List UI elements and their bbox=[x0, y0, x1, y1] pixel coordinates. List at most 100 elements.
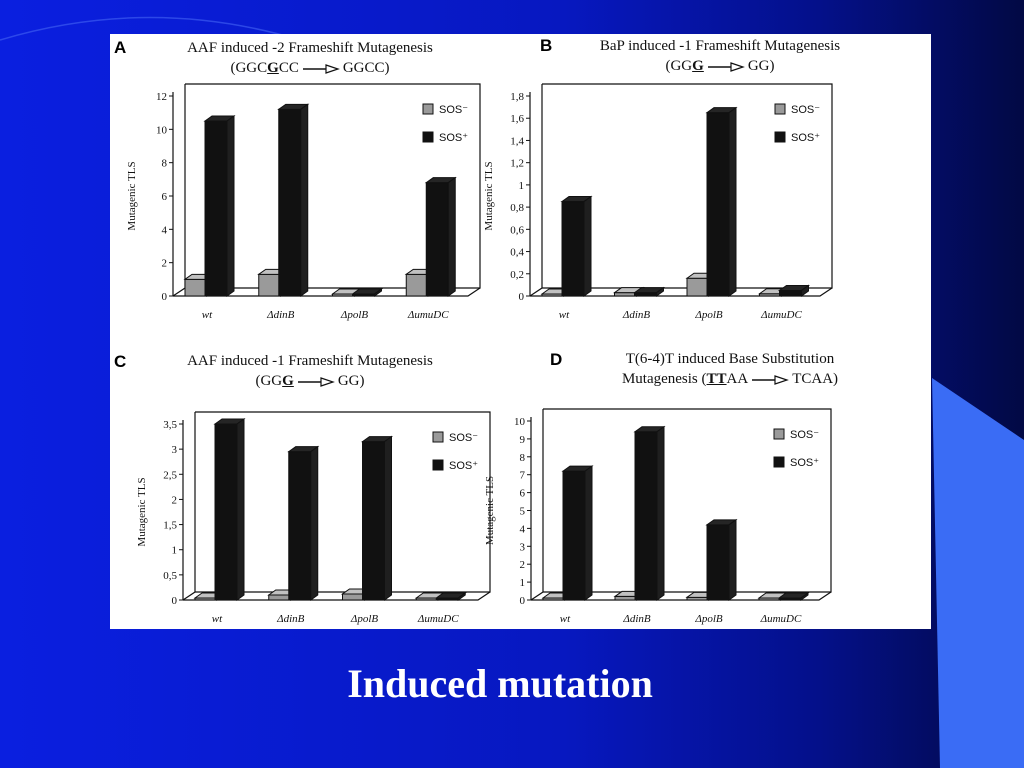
y-tick-label: 1 bbox=[172, 545, 178, 557]
y-tick-label: 0,5 bbox=[163, 570, 177, 582]
seq-before: (GG bbox=[665, 58, 693, 74]
y-tick-label: 10 bbox=[514, 416, 526, 428]
bar-side bbox=[800, 592, 809, 601]
axis-back-wall bbox=[543, 408, 832, 593]
bar-front bbox=[706, 524, 730, 601]
y-tick-label: 10 bbox=[156, 124, 168, 136]
y-tick-label: 0 bbox=[162, 291, 168, 303]
y-tick-label: 1,6 bbox=[510, 113, 524, 125]
legend-label: SOS⁺ bbox=[791, 132, 820, 144]
x-tick-label: ΔdinB bbox=[622, 613, 651, 625]
seq-bold: TT bbox=[706, 371, 727, 387]
y-tick-label: 3 bbox=[520, 541, 526, 553]
y-tick-label: 1,4 bbox=[510, 135, 524, 147]
seq-target: TCAA) bbox=[792, 371, 839, 387]
panel-title-line1: T(6-4)T induced Base Substitution bbox=[625, 351, 835, 367]
legend-label: SOS⁺ bbox=[790, 457, 819, 469]
seq-bold: G bbox=[267, 60, 279, 76]
seq-before: (GGC bbox=[230, 60, 268, 76]
y-tick-label: 5 bbox=[520, 506, 526, 518]
seq-target: GGCC) bbox=[342, 60, 390, 76]
bar-front bbox=[561, 201, 585, 297]
corner-accent-shape bbox=[932, 378, 1024, 768]
y-axis-label: Mutagenic TLS bbox=[136, 477, 148, 546]
figure-area: A AAF induced -2 Frameshift Mutagenesis … bbox=[110, 34, 931, 629]
panel-letter: A bbox=[114, 38, 127, 57]
x-tick-label: ΔdinB bbox=[276, 613, 305, 625]
bar-side bbox=[384, 435, 392, 601]
x-tick-label: ΔumuDC bbox=[760, 613, 802, 625]
panel-title-line1: BaP induced -1 Frameshift Mutagenesis bbox=[599, 38, 841, 54]
legend-label: SOS⁻ bbox=[790, 429, 819, 441]
panel-title-line2: (GGG GG) bbox=[165, 372, 455, 390]
axis-back-wall bbox=[185, 83, 481, 289]
legend-swatch bbox=[422, 103, 434, 115]
y-tick-label: 0,4 bbox=[510, 247, 524, 259]
legend-swatch bbox=[773, 456, 785, 468]
panel-title-line2: Mutagenesis (TTAA TCAA) bbox=[580, 370, 880, 388]
seq-after: CC bbox=[278, 60, 299, 76]
y-tick-label: 1,8 bbox=[510, 91, 524, 103]
seq-before: Mutagenesis ( bbox=[621, 371, 707, 387]
bar-side bbox=[656, 286, 664, 297]
x-tick-label: ΔdinB bbox=[266, 309, 295, 321]
x-tick-label: ΔpolB bbox=[694, 309, 723, 321]
bar-chart-c: 0 0,5 1 1,5 2 2,5 3 3,5 Mutagenic TLS wt ΔdinB Δpol… bbox=[136, 411, 491, 625]
bar-side bbox=[374, 288, 382, 297]
bar-front bbox=[258, 273, 282, 297]
seq-after: AA bbox=[726, 371, 749, 387]
slide-title: Induced mutation bbox=[347, 661, 653, 706]
panel-c: C AAF induced -1 Frameshift Mutagenesis … bbox=[110, 332, 520, 629]
y-tick-label: 9 bbox=[520, 434, 526, 446]
arrow-icon bbox=[302, 63, 340, 74]
bar-side bbox=[300, 103, 309, 297]
legend-swatch bbox=[773, 428, 785, 440]
legend-swatch bbox=[774, 131, 786, 143]
y-tick-label: 1 bbox=[520, 577, 526, 589]
bar-front bbox=[204, 120, 228, 297]
panel-title-line1: AAF induced -1 Frameshift Mutagenesis bbox=[187, 353, 433, 369]
legend-swatch bbox=[422, 131, 434, 143]
legend-label: SOS⁺ bbox=[439, 132, 468, 144]
y-tick-label: 6 bbox=[520, 488, 526, 500]
bar-side bbox=[236, 418, 245, 601]
x-tick-label: ΔpolB bbox=[340, 309, 369, 321]
y-tick-label: 0 bbox=[519, 291, 525, 303]
bar-side bbox=[728, 106, 737, 297]
seq-bold: G bbox=[282, 373, 294, 389]
bar-side bbox=[801, 284, 809, 297]
y-tick-label: 0,2 bbox=[510, 269, 524, 281]
y-axis-label: Mutagenic TLS bbox=[126, 161, 138, 230]
arrow-icon bbox=[707, 61, 745, 72]
axis-wall-left bbox=[172, 84, 186, 297]
axis-wall-left bbox=[182, 412, 196, 601]
bar-side bbox=[583, 195, 592, 297]
bar-front bbox=[184, 278, 208, 297]
x-tick-label: ΔdinB bbox=[622, 309, 651, 321]
bar-front bbox=[362, 441, 385, 601]
y-tick-label: 2,5 bbox=[163, 469, 177, 481]
bar-front bbox=[278, 108, 302, 297]
x-tick-label: ΔumuDC bbox=[407, 309, 449, 321]
panel-b: B BaP induced -1 Frameshift Mutagenesis … bbox=[483, 34, 930, 331]
legend-label: SOS⁻ bbox=[439, 104, 468, 116]
legend-swatch bbox=[432, 431, 444, 443]
y-tick-label: 3,5 bbox=[163, 419, 177, 431]
y-tick-label: 4 bbox=[520, 523, 526, 535]
bar-side bbox=[584, 465, 593, 601]
y-tick-label: 3 bbox=[172, 444, 178, 456]
bar-front bbox=[342, 593, 365, 601]
y-axis-label: Mutagenic TLS bbox=[483, 161, 495, 230]
panel-d: D T(6-4)T induced Base Substitution Muta… bbox=[484, 332, 930, 629]
axis-wall-left bbox=[530, 409, 544, 601]
panel-letter: C bbox=[114, 352, 127, 371]
axis-back-wall bbox=[195, 411, 491, 593]
panel-title-line2: (GGG GG) bbox=[570, 57, 870, 75]
x-tick-label: wt bbox=[202, 309, 213, 321]
bar-side bbox=[226, 115, 235, 297]
axis-wall-left bbox=[529, 84, 543, 297]
legend-swatch bbox=[774, 103, 786, 115]
x-tick-label: ΔumuDC bbox=[417, 613, 459, 625]
y-tick-label: 1,2 bbox=[510, 158, 524, 170]
